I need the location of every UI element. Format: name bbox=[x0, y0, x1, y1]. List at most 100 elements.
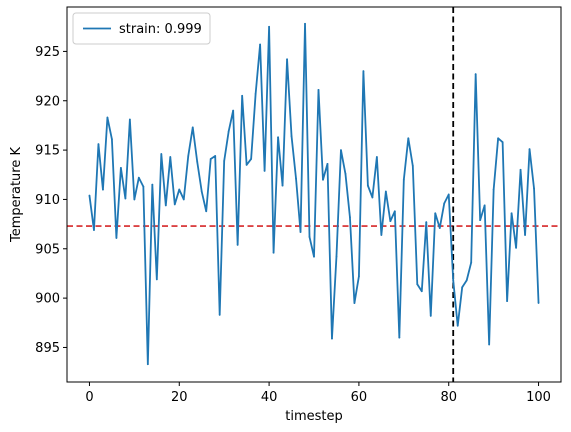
legend-box bbox=[72, 12, 211, 45]
data-point bbox=[187, 155, 190, 157]
data-point bbox=[200, 190, 203, 193]
data-point bbox=[169, 156, 172, 158]
data-point bbox=[272, 251, 275, 254]
data-point bbox=[380, 234, 383, 236]
data-point bbox=[277, 136, 279, 139]
data-point bbox=[344, 172, 347, 175]
data-point bbox=[425, 221, 428, 224]
data-point bbox=[151, 183, 154, 186]
data-point bbox=[483, 204, 486, 207]
data-point bbox=[420, 290, 423, 293]
data-point bbox=[470, 261, 473, 264]
legend-label: strain: 0.999 bbox=[119, 22, 202, 37]
data-point bbox=[209, 158, 212, 160]
data-point bbox=[304, 22, 306, 25]
legend: strain: 0.999 bbox=[72, 12, 211, 45]
x-axis-label: timestep bbox=[285, 409, 343, 424]
data-point bbox=[308, 236, 311, 238]
data-point bbox=[340, 149, 342, 151]
data-point bbox=[133, 198, 136, 201]
y-axis-ticks: 895 900 905 910 915 920 925 bbox=[35, 45, 67, 356]
data-point bbox=[178, 188, 181, 191]
data-point bbox=[528, 148, 531, 151]
data-point bbox=[479, 219, 482, 222]
data-point bbox=[214, 155, 217, 157]
series-layer bbox=[88, 22, 540, 366]
data-point bbox=[111, 138, 113, 141]
data-point bbox=[389, 220, 392, 223]
data-point bbox=[236, 243, 239, 246]
data-point bbox=[124, 197, 127, 200]
data-point bbox=[398, 336, 401, 339]
data-point bbox=[461, 286, 464, 289]
data-point bbox=[223, 160, 226, 162]
data-point bbox=[155, 278, 158, 281]
data-point bbox=[407, 137, 410, 140]
data-point bbox=[366, 184, 369, 187]
data-point bbox=[173, 203, 176, 206]
data-point bbox=[232, 109, 235, 112]
data-point bbox=[182, 198, 185, 201]
data-point bbox=[88, 194, 91, 197]
data-point bbox=[349, 216, 351, 219]
data-point bbox=[254, 92, 257, 95]
y-axis-label: Temperature K bbox=[9, 147, 24, 243]
data-point bbox=[515, 246, 517, 249]
data-point bbox=[146, 363, 149, 366]
data-point bbox=[429, 314, 432, 317]
data-point bbox=[322, 178, 324, 181]
data-point bbox=[519, 168, 522, 171]
data-point bbox=[488, 343, 491, 346]
data-point bbox=[492, 188, 495, 191]
data-point bbox=[205, 210, 208, 213]
data-point bbox=[447, 193, 450, 196]
data-point bbox=[93, 229, 95, 231]
data-point bbox=[438, 227, 441, 229]
data-point bbox=[299, 231, 302, 233]
data-point bbox=[263, 169, 266, 172]
data-point bbox=[164, 204, 167, 207]
y-tick-label: 905 bbox=[35, 242, 60, 257]
data-point bbox=[443, 202, 446, 205]
x-tick-label: 80 bbox=[440, 390, 457, 405]
data-point bbox=[416, 283, 419, 286]
data-point bbox=[115, 237, 118, 239]
data-point bbox=[524, 234, 526, 236]
data-point bbox=[375, 156, 378, 158]
data-point bbox=[326, 163, 329, 165]
data-point bbox=[317, 88, 320, 91]
data-point bbox=[102, 188, 104, 191]
data-point bbox=[362, 70, 365, 73]
data-point bbox=[313, 255, 315, 258]
data-point bbox=[128, 118, 131, 121]
plot-background bbox=[67, 7, 561, 382]
data-point bbox=[106, 116, 109, 119]
y-tick-label: 920 bbox=[35, 94, 60, 109]
data-point bbox=[191, 126, 194, 129]
data-point bbox=[411, 164, 414, 167]
data-point bbox=[331, 337, 333, 340]
data-point bbox=[506, 300, 509, 302]
data-point bbox=[142, 185, 145, 188]
y-tick-label: 925 bbox=[35, 45, 60, 60]
x-tick-label: 100 bbox=[526, 390, 551, 405]
data-point bbox=[537, 302, 540, 304]
data-point bbox=[290, 135, 293, 138]
data-point bbox=[160, 153, 163, 155]
y-tick-label: 910 bbox=[35, 193, 60, 208]
data-point bbox=[456, 324, 459, 327]
x-tick-label: 0 bbox=[85, 390, 93, 405]
x-tick-label: 40 bbox=[261, 390, 278, 405]
data-point bbox=[218, 313, 221, 316]
data-point bbox=[241, 94, 244, 97]
x-tick-label: 60 bbox=[351, 390, 368, 405]
data-point bbox=[501, 141, 504, 144]
data-point bbox=[402, 178, 405, 181]
data-point bbox=[353, 302, 356, 304]
data-point bbox=[268, 25, 270, 28]
data-point bbox=[434, 212, 437, 215]
data-point bbox=[358, 275, 360, 278]
data-point bbox=[227, 130, 230, 133]
data-point bbox=[137, 176, 140, 179]
